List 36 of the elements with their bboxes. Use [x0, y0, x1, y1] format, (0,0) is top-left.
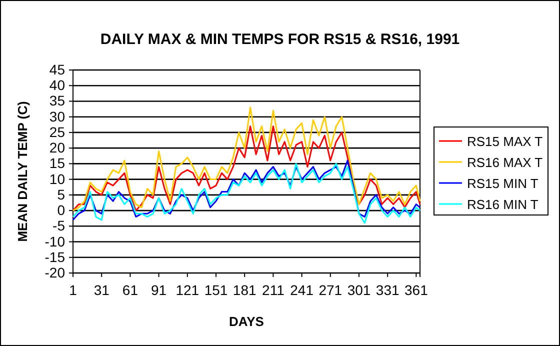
x-tick-label: 151 [204, 282, 228, 298]
x-tick-label: 331 [376, 282, 400, 298]
y-tick-label: 10 [49, 170, 66, 187]
y-tick-label: 45 [49, 61, 66, 78]
x-axis-title: DAYS [229, 314, 264, 329]
y-tick-label: 15 [49, 155, 66, 172]
legend-label: RS15 MAX T [467, 134, 543, 149]
y-tick-label: 20 [49, 140, 66, 156]
x-tick-label: 181 [232, 282, 256, 298]
legend-label: RS16 MAX T [467, 155, 543, 170]
x-tick-label: 91 [151, 282, 167, 298]
x-tick-label: 121 [176, 282, 200, 298]
y-tick-label: -10 [44, 233, 66, 250]
y-tick-label: -15 [44, 248, 66, 265]
y-tick-label: 30 [49, 108, 66, 124]
x-tick-label: 31 [94, 282, 110, 298]
x-tick-label: 361 [404, 282, 428, 298]
chart-title: DAILY MAX & MIN TEMPS FOR RS15 & RS16, 1991 [100, 31, 460, 48]
legend-label: RS15 MIN T [467, 176, 538, 191]
x-tick-label: 61 [122, 282, 138, 298]
x-tick-label: 271 [318, 282, 342, 298]
line-series [72, 125, 421, 212]
x-tick-label: 301 [347, 282, 371, 298]
x-tick-label: 211 [262, 282, 285, 298]
y-tick-label: 0 [57, 202, 66, 218]
y-axis-title: MEAN DAILY TEMP (C) [15, 101, 30, 242]
y-tick-label: -20 [44, 264, 66, 280]
x-tick-label: 241 [290, 282, 314, 298]
y-tick-label: 40 [49, 77, 66, 94]
y-tick-label: 35 [49, 92, 66, 109]
x-tick-label: 1 [69, 282, 78, 298]
y-tick-label: -5 [52, 218, 66, 234]
legend-label: RS16 MIN T [467, 197, 538, 212]
y-tick-label: 25 [49, 124, 66, 140]
line-series [72, 106, 421, 212]
y-tick-label: 5 [57, 186, 66, 202]
